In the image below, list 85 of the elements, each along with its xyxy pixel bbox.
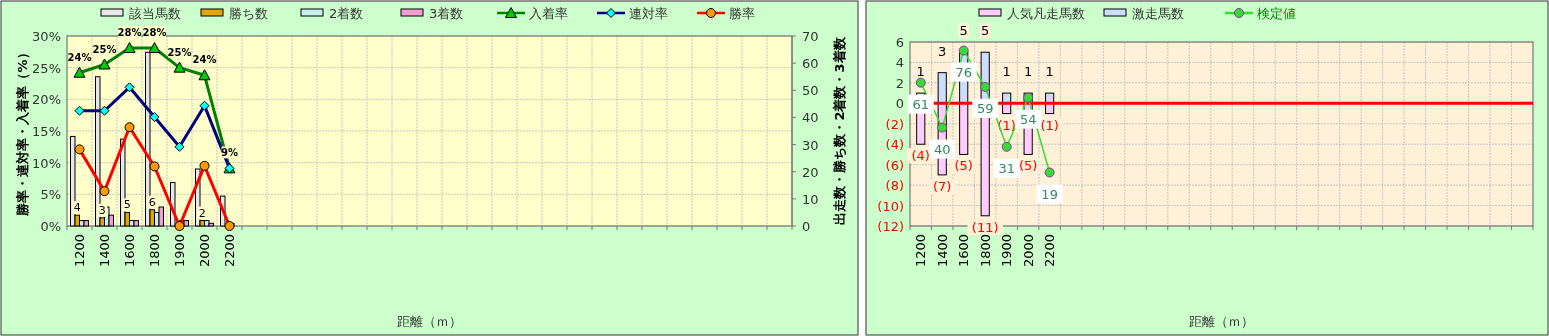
data-label: 25%	[92, 43, 117, 55]
x-tick-label: 2000	[1020, 234, 1036, 268]
y2-tick-label: 60	[802, 56, 819, 72]
x-tick-label: 1400	[934, 234, 950, 268]
y-tick-label: 0%	[40, 219, 61, 234]
data-label: 61	[912, 96, 930, 112]
y-tick-label: 0	[895, 96, 904, 112]
y-tick-label: (6)	[885, 157, 904, 173]
legend-label: 該当馬数	[129, 6, 181, 21]
y2-tick-label: 20	[802, 164, 819, 180]
data-label: 3	[98, 203, 106, 217]
x-tick-label: 2200	[1042, 234, 1058, 268]
data-label: 25%	[167, 46, 192, 58]
y2-axis-title: 出走数・勝ち数・2着数・3着数	[832, 36, 847, 225]
y-axis-title: 勝率・連対率・入着率（%）	[15, 46, 30, 217]
y2-tick-label: 70	[802, 29, 819, 44]
y-tick-label: 4	[895, 55, 904, 71]
data-label: 1	[1024, 64, 1033, 80]
y-tick-label: 20%	[32, 92, 61, 108]
x-tick-label: 1200	[72, 234, 87, 268]
x-tick-label: 2200	[222, 234, 237, 268]
data-label: 1	[1045, 64, 1054, 80]
legend-label: 入着率	[529, 6, 568, 21]
x-tick-label: 1800	[977, 234, 993, 268]
legend-label: 3着数	[429, 6, 464, 21]
y-tick-label: 15%	[32, 124, 61, 139]
data-label: (1)	[1040, 117, 1059, 133]
data-label: 1	[1002, 64, 1011, 80]
data-label: (11)	[971, 219, 999, 235]
x-axis-title: 距離（ｍ）	[1189, 314, 1254, 329]
data-label: 54	[1019, 111, 1037, 127]
data-label: (5)	[1018, 158, 1038, 174]
y2-tick-label: 0	[802, 219, 811, 234]
data-label: 24%	[192, 54, 217, 66]
data-label: 1	[916, 64, 925, 80]
data-label: 76	[955, 64, 972, 80]
y-tick-label: 25%	[32, 60, 61, 76]
x-tick-label: 1800	[147, 234, 162, 268]
y-tick-label: 5%	[40, 187, 61, 203]
y-tick-label: 6	[895, 35, 904, 50]
data-label: 28%	[142, 27, 167, 39]
legend-label: 2着数	[329, 6, 364, 21]
data-label: 31	[998, 160, 1015, 176]
data-label: 4	[73, 201, 81, 215]
data-label: 9%	[221, 147, 238, 159]
x-tick-label: 1400	[97, 234, 112, 268]
data-label: 3	[938, 43, 947, 59]
y-tick-label: (10)	[877, 198, 904, 214]
data-label: 5	[123, 198, 131, 212]
legend-label: 検定値	[1257, 6, 1296, 21]
data-label: 59	[976, 100, 994, 116]
y-tick-label: 30%	[32, 29, 61, 44]
x-tick-label: 1200	[913, 234, 929, 268]
y2-tick-label: 30	[802, 137, 819, 153]
data-label: 40	[933, 141, 951, 157]
legend-label: 激走馬数	[1132, 6, 1184, 21]
data-label: 6	[148, 195, 156, 209]
data-label: (5)	[954, 158, 973, 174]
data-label: (4)	[911, 148, 930, 164]
legend-label: 勝ち数	[229, 6, 268, 21]
x-tick-label: 1900	[999, 234, 1015, 268]
data-label: 24%	[67, 51, 92, 63]
y-tick-label: 2	[895, 75, 904, 91]
data-label: 5	[959, 23, 968, 39]
legend-label: 連対率	[629, 6, 668, 21]
y-tick-label: (12)	[877, 219, 904, 234]
legend-label: 人気凡走馬数	[1007, 6, 1085, 21]
y2-tick-label: 10	[802, 191, 819, 207]
x-tick-label: 1600	[122, 234, 137, 268]
legend-label: 勝率	[729, 6, 755, 21]
data-label: 5	[981, 23, 990, 39]
data-label: 28%	[117, 27, 142, 39]
y2-tick-label: 40	[802, 110, 819, 126]
y-tick-label: (4)	[885, 137, 904, 153]
x-tick-label: 1900	[172, 234, 187, 268]
x-tick-label: 1600	[956, 234, 972, 268]
y-tick-label: (8)	[885, 178, 904, 194]
y2-tick-label: 50	[802, 83, 819, 99]
data-label: 19	[1041, 186, 1058, 202]
y-tick-label: (2)	[885, 116, 904, 132]
data-label: 2	[198, 206, 206, 220]
x-axis-title: 距離（ｍ）	[397, 314, 462, 329]
y-tick-label: 10%	[32, 155, 61, 171]
x-tick-label: 2000	[197, 234, 212, 268]
data-label: (7)	[933, 178, 952, 194]
